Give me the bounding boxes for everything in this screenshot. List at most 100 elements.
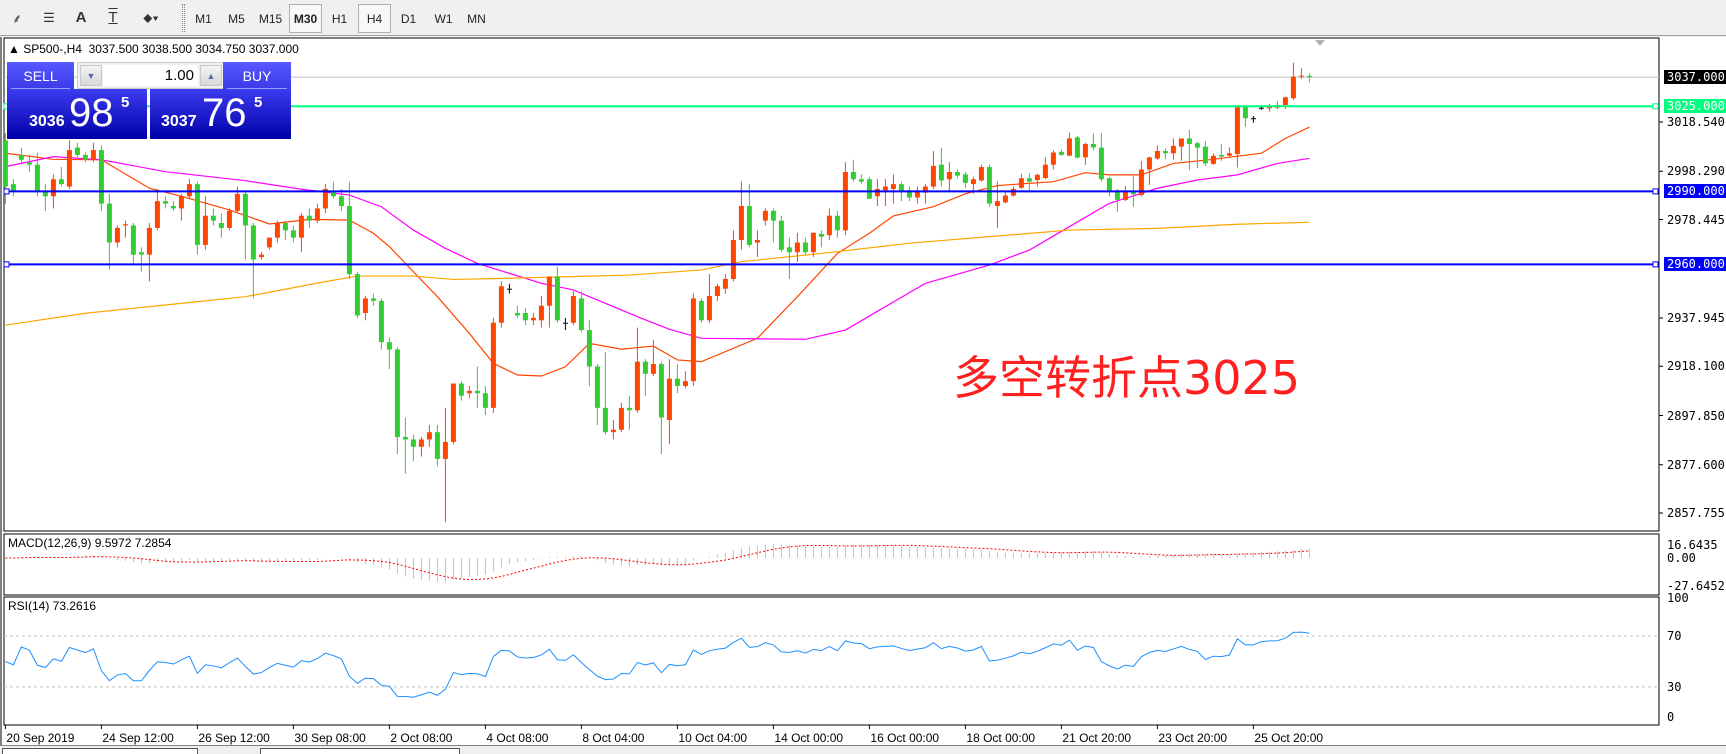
candle-body (634, 361, 640, 411)
elliott-wave-icon[interactable]: ⸙ (12, 10, 22, 26)
candle-body (762, 210, 768, 221)
macd-axis-label: 16.6435 (1667, 538, 1718, 552)
candle-body (1258, 107, 1264, 109)
timeframe-m5[interactable]: M5 (228, 11, 245, 26)
candle-body (426, 432, 432, 440)
candle-body (34, 164, 40, 192)
candle-body (370, 298, 376, 301)
candle-body (674, 378, 680, 386)
candle-body (554, 276, 560, 321)
candle-body (538, 305, 544, 321)
pivot-annotation: 多空转折点3025 (953, 351, 1301, 405)
price-marker-label: 2960.000 (1664, 257, 1726, 272)
candle-body (650, 364, 656, 374)
timeframe-m1[interactable]: M1 (195, 11, 212, 26)
candle-body (338, 196, 344, 207)
candle-body (1106, 178, 1112, 191)
candle-body (346, 206, 352, 275)
candle-body (610, 429, 616, 433)
rsi-axis-label: 100 (1667, 591, 1689, 605)
candle-body (170, 206, 176, 209)
lot-increase-icon[interactable]: ▲ (200, 65, 222, 86)
candle-body (66, 150, 72, 187)
timeframe-mn[interactable]: MN (467, 11, 486, 26)
rsi-axis-label: 30 (1667, 679, 1682, 694)
text-label-icon[interactable]: T (108, 9, 118, 26)
time-label: 14 Oct 00:00 (774, 731, 843, 745)
candle-body (626, 407, 632, 411)
toolbar: ⸙ ☰ A T ⬥▾ M1 M5 M15 M30 H1 H4 D1 W1 MN (0, 0, 1726, 36)
ma-slow-line (5, 221, 1310, 326)
candle-body (1074, 137, 1080, 158)
timeframe-h1[interactable]: H1 (331, 11, 348, 26)
candle-body (562, 322, 568, 324)
lot-decrease-icon[interactable]: ▼ (80, 65, 102, 86)
candle-body (586, 330, 592, 367)
candle-body (242, 193, 248, 226)
candle-body (186, 184, 192, 197)
macd-title: MACD(12,26,9) 9.5972 7.2854 (8, 536, 172, 550)
collapse-triangle-icon[interactable]: ▲ (8, 42, 20, 56)
candle-body (730, 240, 736, 279)
buy-button[interactable]: BUY (223, 62, 291, 89)
candle-body (1210, 155, 1216, 164)
price-axis-label: 2857.755 (1667, 506, 1725, 521)
candle-body (1290, 76, 1296, 99)
candle-body (1218, 154, 1224, 157)
price-axis-label: 2897.850 (1667, 408, 1725, 423)
candle-body (722, 278, 728, 289)
candle-body (946, 171, 952, 180)
candle-body (834, 215, 840, 231)
chart-tabs-bar (0, 745, 1726, 753)
candle-body (1002, 195, 1008, 203)
candle-body (362, 298, 368, 314)
candle-body (138, 252, 144, 255)
candle-body (458, 383, 464, 396)
candle-body (202, 215, 208, 245)
price-axis-label: 3018.540 (1667, 115, 1725, 129)
candle-body (378, 300, 384, 343)
candle-body (1282, 97, 1288, 106)
candle-body (602, 407, 608, 433)
chart-tab[interactable] (2, 748, 198, 754)
candle-body (682, 381, 688, 386)
candle-body (546, 276, 552, 306)
candle-body (90, 150, 96, 160)
candle-body (506, 288, 512, 290)
text-icon[interactable]: A (75, 9, 87, 26)
candle-body (754, 240, 760, 243)
candle-body (418, 439, 424, 447)
fibonacci-icon[interactable]: ☰ (43, 9, 55, 25)
candle-body (986, 167, 992, 204)
chart-tab[interactable] (260, 748, 460, 754)
candle-body (810, 232, 816, 253)
price-marker-label: 3037.000 (1664, 70, 1726, 85)
sell-price-box[interactable]: 3036 98 5 (7, 89, 147, 139)
candle-body (578, 298, 584, 331)
candle-body (10, 184, 16, 192)
buy-price-box[interactable]: 3037 76 5 (150, 89, 291, 139)
timeframe-d1[interactable]: D1 (400, 11, 417, 26)
candle-body (274, 223, 280, 238)
time-label: 2 Oct 08:00 (390, 731, 452, 745)
candle-body (594, 366, 600, 408)
candle-body (2, 140, 8, 187)
candle-body (1018, 178, 1024, 188)
candle-body (818, 233, 824, 237)
timeframe-m15[interactable]: M15 (258, 11, 283, 26)
timeframe-m30[interactable]: M30 (289, 4, 322, 33)
timeframe-h4[interactable]: H4 (358, 4, 391, 33)
arrows-dropdown-icon[interactable]: ⬥▾ (143, 9, 159, 25)
candle-body (914, 191, 920, 198)
candle-body (874, 188, 880, 197)
candle-body (314, 208, 320, 221)
time-label: 18 Oct 00:00 (966, 731, 1035, 745)
candle-body (130, 225, 136, 255)
lot-size-input[interactable]: 1.00 (103, 65, 198, 86)
sell-button[interactable]: SELL (7, 62, 74, 89)
candle-body (330, 191, 336, 197)
candle-body (114, 227, 120, 243)
timeframe-w1[interactable]: W1 (434, 11, 453, 26)
symbol-name: SP500-,H4 (23, 42, 82, 56)
candle-body (18, 154, 24, 160)
